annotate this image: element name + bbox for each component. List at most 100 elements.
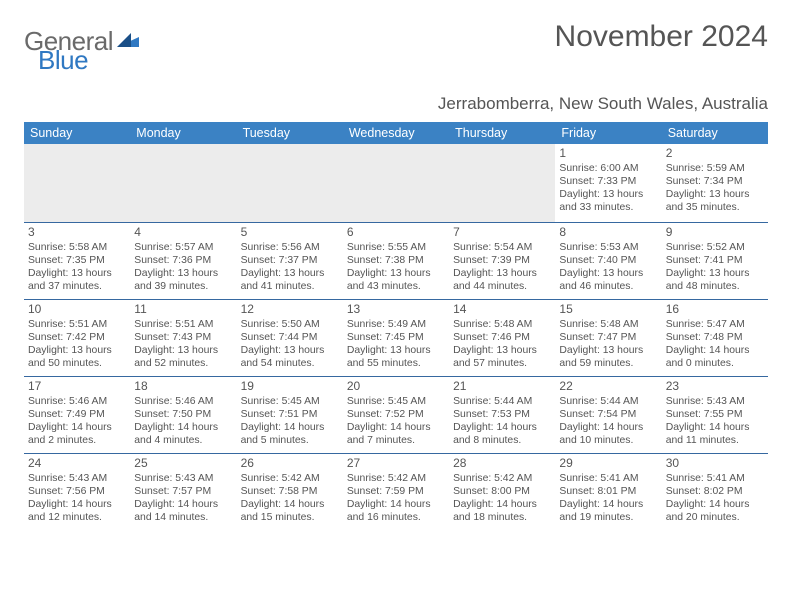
- day-number: 27: [347, 456, 445, 471]
- sunrise-text: Sunrise: 5:54 AM: [453, 241, 551, 254]
- calendar-day-cell: 25Sunrise: 5:43 AMSunset: 7:57 PMDayligh…: [130, 454, 236, 531]
- weekday-header: Saturday: [662, 122, 768, 144]
- calendar-week-row: 24Sunrise: 5:43 AMSunset: 7:56 PMDayligh…: [24, 454, 768, 531]
- calendar-day-cell: 24Sunrise: 5:43 AMSunset: 7:56 PMDayligh…: [24, 454, 130, 531]
- daylight-text: Daylight: 13 hours and 54 minutes.: [241, 344, 339, 370]
- sunset-text: Sunset: 7:33 PM: [559, 175, 657, 188]
- daylight-text: Daylight: 14 hours and 8 minutes.: [453, 421, 551, 447]
- sunrise-text: Sunrise: 5:41 AM: [559, 472, 657, 485]
- daylight-text: Daylight: 13 hours and 39 minutes.: [134, 267, 232, 293]
- calendar-day-cell: 6Sunrise: 5:55 AMSunset: 7:38 PMDaylight…: [343, 223, 449, 300]
- sunrise-text: Sunrise: 5:43 AM: [134, 472, 232, 485]
- daylight-text: Daylight: 14 hours and 12 minutes.: [28, 498, 126, 524]
- calendar-week-row: 17Sunrise: 5:46 AMSunset: 7:49 PMDayligh…: [24, 377, 768, 454]
- day-number: 16: [666, 302, 764, 317]
- weekday-header: Sunday: [24, 122, 130, 144]
- daylight-text: Daylight: 13 hours and 43 minutes.: [347, 267, 445, 293]
- calendar-day-cell: [343, 144, 449, 223]
- sunset-text: Sunset: 7:34 PM: [666, 175, 764, 188]
- sunset-text: Sunset: 7:57 PM: [134, 485, 232, 498]
- day-number: 15: [559, 302, 657, 317]
- weekday-header: Thursday: [449, 122, 555, 144]
- calendar-day-cell: 3Sunrise: 5:58 AMSunset: 7:35 PMDaylight…: [24, 223, 130, 300]
- day-number: 17: [28, 379, 126, 394]
- sunrise-text: Sunrise: 5:41 AM: [666, 472, 764, 485]
- daylight-text: Daylight: 14 hours and 18 minutes.: [453, 498, 551, 524]
- daylight-text: Daylight: 14 hours and 4 minutes.: [134, 421, 232, 447]
- sunset-text: Sunset: 7:51 PM: [241, 408, 339, 421]
- sunset-text: Sunset: 7:53 PM: [453, 408, 551, 421]
- day-number: 7: [453, 225, 551, 240]
- weekday-header: Wednesday: [343, 122, 449, 144]
- calendar-day-cell: 23Sunrise: 5:43 AMSunset: 7:55 PMDayligh…: [662, 377, 768, 454]
- sunset-text: Sunset: 7:43 PM: [134, 331, 232, 344]
- calendar-day-cell: [24, 144, 130, 223]
- calendar-day-cell: 4Sunrise: 5:57 AMSunset: 7:36 PMDaylight…: [130, 223, 236, 300]
- sunrise-text: Sunrise: 5:58 AM: [28, 241, 126, 254]
- daylight-text: Daylight: 13 hours and 46 minutes.: [559, 267, 657, 293]
- day-number: 12: [241, 302, 339, 317]
- sunrise-text: Sunrise: 5:47 AM: [666, 318, 764, 331]
- weekday-header-row: Sunday Monday Tuesday Wednesday Thursday…: [24, 122, 768, 144]
- day-number: 10: [28, 302, 126, 317]
- daylight-text: Daylight: 13 hours and 55 minutes.: [347, 344, 445, 370]
- day-number: 19: [241, 379, 339, 394]
- calendar-day-cell: 5Sunrise: 5:56 AMSunset: 7:37 PMDaylight…: [237, 223, 343, 300]
- sunrise-text: Sunrise: 5:45 AM: [347, 395, 445, 408]
- sunset-text: Sunset: 8:01 PM: [559, 485, 657, 498]
- calendar-day-cell: 13Sunrise: 5:49 AMSunset: 7:45 PMDayligh…: [343, 300, 449, 377]
- day-number: 24: [28, 456, 126, 471]
- day-number: 28: [453, 456, 551, 471]
- calendar-day-cell: 10Sunrise: 5:51 AMSunset: 7:42 PMDayligh…: [24, 300, 130, 377]
- daylight-text: Daylight: 13 hours and 52 minutes.: [134, 344, 232, 370]
- sunrise-text: Sunrise: 5:44 AM: [559, 395, 657, 408]
- sunset-text: Sunset: 7:35 PM: [28, 254, 126, 267]
- sunset-text: Sunset: 7:55 PM: [666, 408, 764, 421]
- daylight-text: Daylight: 14 hours and 2 minutes.: [28, 421, 126, 447]
- calendar-day-cell: 26Sunrise: 5:42 AMSunset: 7:58 PMDayligh…: [237, 454, 343, 531]
- sunset-text: Sunset: 7:39 PM: [453, 254, 551, 267]
- calendar-week-row: 3Sunrise: 5:58 AMSunset: 7:35 PMDaylight…: [24, 223, 768, 300]
- sunset-text: Sunset: 8:00 PM: [453, 485, 551, 498]
- sunrise-text: Sunrise: 5:48 AM: [453, 318, 551, 331]
- daylight-text: Daylight: 13 hours and 44 minutes.: [453, 267, 551, 293]
- day-number: 21: [453, 379, 551, 394]
- daylight-text: Daylight: 14 hours and 10 minutes.: [559, 421, 657, 447]
- day-number: 5: [241, 225, 339, 240]
- sunset-text: Sunset: 7:41 PM: [666, 254, 764, 267]
- daylight-text: Daylight: 14 hours and 5 minutes.: [241, 421, 339, 447]
- calendar-day-cell: [449, 144, 555, 223]
- day-number: 1: [559, 146, 657, 161]
- daylight-text: Daylight: 14 hours and 20 minutes.: [666, 498, 764, 524]
- daylight-text: Daylight: 14 hours and 0 minutes.: [666, 344, 764, 370]
- daylight-text: Daylight: 14 hours and 11 minutes.: [666, 421, 764, 447]
- sunset-text: Sunset: 7:44 PM: [241, 331, 339, 344]
- sunset-text: Sunset: 7:58 PM: [241, 485, 339, 498]
- sunset-text: Sunset: 7:40 PM: [559, 254, 657, 267]
- calendar-day-cell: 30Sunrise: 5:41 AMSunset: 8:02 PMDayligh…: [662, 454, 768, 531]
- sunrise-text: Sunrise: 5:46 AM: [134, 395, 232, 408]
- sunset-text: Sunset: 7:59 PM: [347, 485, 445, 498]
- day-number: 22: [559, 379, 657, 394]
- daylight-text: Daylight: 13 hours and 59 minutes.: [559, 344, 657, 370]
- sunrise-text: Sunrise: 5:51 AM: [28, 318, 126, 331]
- daylight-text: Daylight: 13 hours and 50 minutes.: [28, 344, 126, 370]
- daylight-text: Daylight: 13 hours and 33 minutes.: [559, 188, 657, 214]
- day-number: 9: [666, 225, 764, 240]
- calendar-day-cell: 28Sunrise: 5:42 AMSunset: 8:00 PMDayligh…: [449, 454, 555, 531]
- sunset-text: Sunset: 7:47 PM: [559, 331, 657, 344]
- sunrise-text: Sunrise: 5:59 AM: [666, 162, 764, 175]
- sunset-text: Sunset: 7:50 PM: [134, 408, 232, 421]
- day-number: 6: [347, 225, 445, 240]
- sunset-text: Sunset: 7:37 PM: [241, 254, 339, 267]
- sunrise-text: Sunrise: 5:49 AM: [347, 318, 445, 331]
- daylight-text: Daylight: 13 hours and 57 minutes.: [453, 344, 551, 370]
- sunrise-text: Sunrise: 6:00 AM: [559, 162, 657, 175]
- logo-text-blue: Blue: [38, 45, 88, 75]
- calendar-day-cell: 27Sunrise: 5:42 AMSunset: 7:59 PMDayligh…: [343, 454, 449, 531]
- weekday-header: Friday: [555, 122, 661, 144]
- daylight-text: Daylight: 14 hours and 14 minutes.: [134, 498, 232, 524]
- calendar-day-cell: 17Sunrise: 5:46 AMSunset: 7:49 PMDayligh…: [24, 377, 130, 454]
- day-number: 30: [666, 456, 764, 471]
- day-number: 2: [666, 146, 764, 161]
